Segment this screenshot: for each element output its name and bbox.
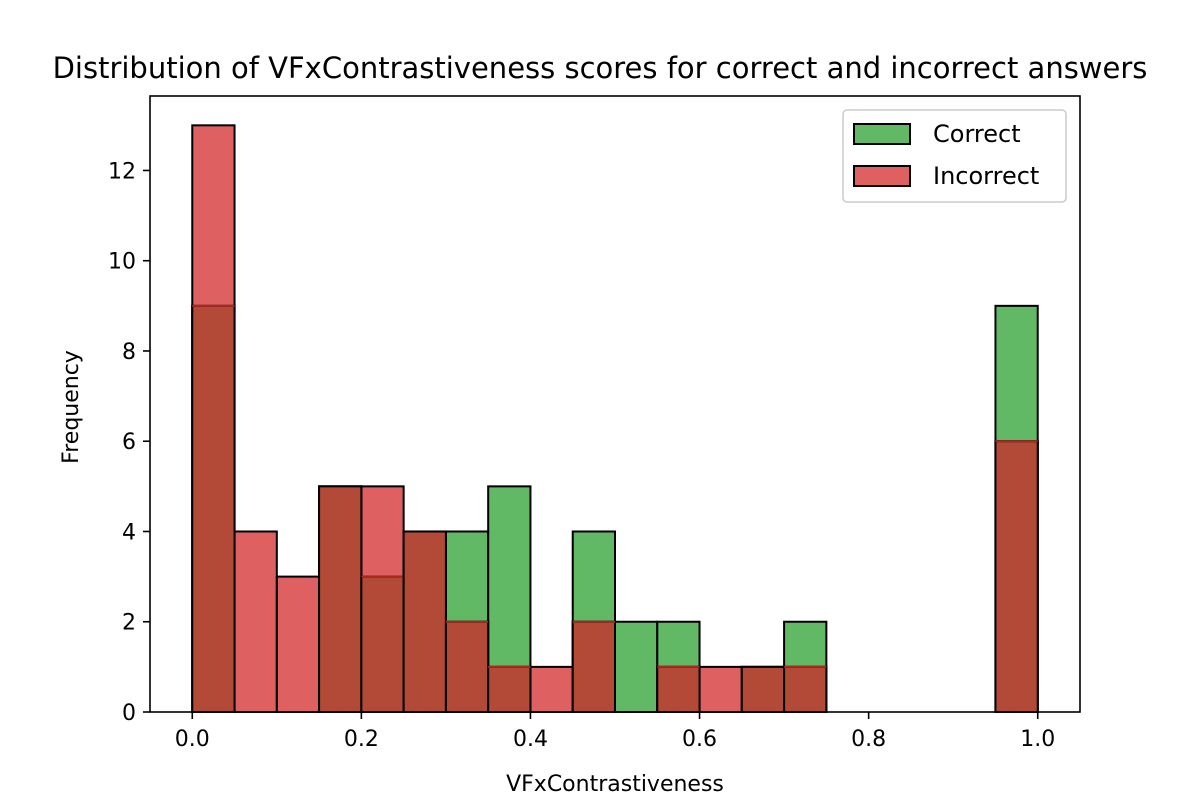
- x-tick-label-0: 0.0: [175, 727, 210, 752]
- x-axis-label: VFxContrastiveness: [506, 772, 724, 797]
- x-tick-label-3: 0.6: [682, 727, 717, 752]
- legend-label-incorrect: Incorrect: [933, 162, 1039, 190]
- y-tick-label-1: 2: [122, 611, 136, 636]
- bars-layer: [191, 124, 1039, 714]
- y-tick-label-6: 12: [108, 159, 136, 184]
- y-tick-label-4: 8: [122, 340, 136, 365]
- bar-overlap-6: [444, 620, 490, 713]
- bar-overlap-5: [402, 530, 447, 713]
- bar-overlap-9: [571, 620, 617, 713]
- bar-overlap-4: [360, 575, 405, 713]
- bar-incorrect-1: [233, 530, 278, 713]
- bar-overlap-7: [487, 665, 532, 713]
- plot-frame: [149, 95, 1081, 713]
- bar-correct-10: [614, 620, 659, 713]
- y-tick-label-2: 4: [122, 520, 136, 545]
- y-tick-label-0: 0: [122, 701, 136, 726]
- bar-incorrect-2: [275, 575, 321, 713]
- x-tick-label-5: 1.0: [1020, 727, 1055, 752]
- bar-overlap-3: [318, 485, 363, 713]
- bar-incorrect-12: [698, 665, 743, 713]
- x-tick-label-2: 0.4: [513, 727, 548, 752]
- bar-incorrect-8: [529, 665, 574, 713]
- y-axis-label: Frequency: [59, 350, 84, 464]
- x-tick-label-1: 0.2: [344, 727, 379, 752]
- bar-overlap-14: [783, 665, 828, 713]
- legend-swatch-correct: [853, 123, 911, 145]
- legend-swatch-incorrect: [853, 165, 911, 187]
- bar-overlap-0: [191, 304, 236, 713]
- legend-label-correct: Correct: [933, 120, 1021, 148]
- y-tick-label-3: 6: [122, 430, 136, 455]
- x-tick-label-4: 0.8: [851, 727, 886, 752]
- chart-title: Distribution of VFxContrastiveness score…: [53, 51, 1148, 85]
- legend: Correct Incorrect: [842, 109, 1067, 203]
- y-tick-label-5: 10: [108, 250, 136, 275]
- bar-overlap-11: [656, 665, 701, 713]
- axes-layer: 0.0 0.2 0.4 0.6 0.8 1.0 0 2 4 6 8 10 12: [108, 95, 1081, 752]
- bar-overlap-19: [994, 440, 1039, 713]
- bar-overlap-13: [740, 665, 786, 713]
